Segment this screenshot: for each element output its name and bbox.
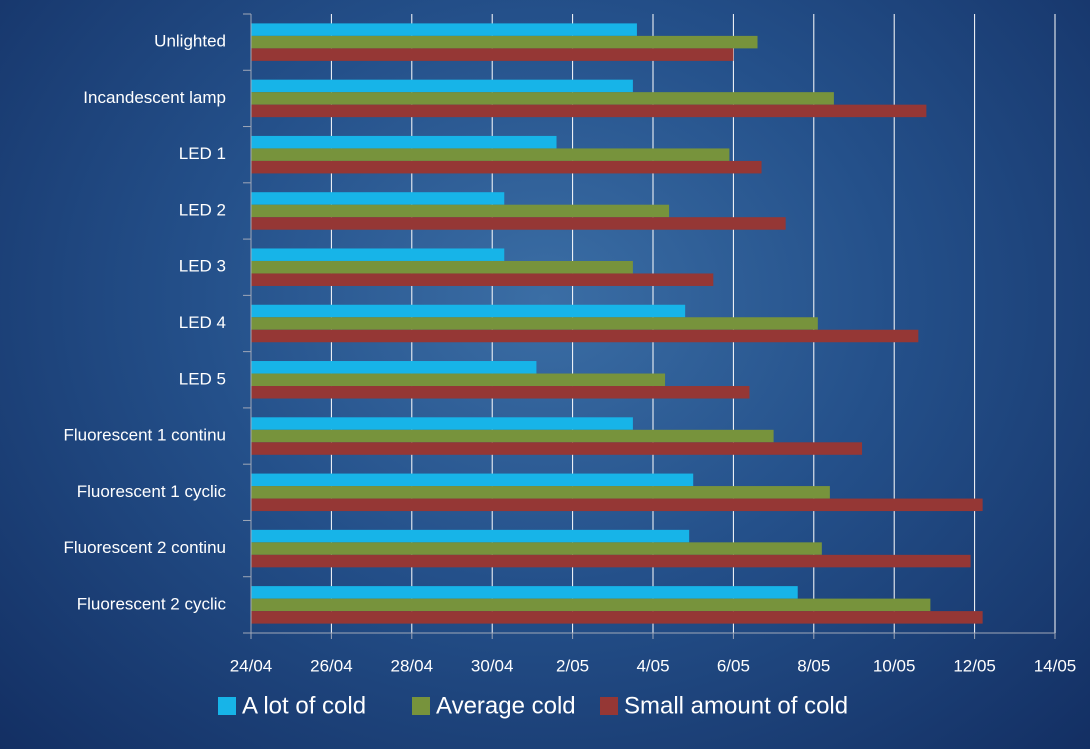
y-tick-label: LED 2 <box>179 200 226 219</box>
bar <box>251 248 505 261</box>
bar <box>251 160 762 174</box>
legend-label: Small amount of cold <box>624 692 848 719</box>
x-tick-label: 6/05 <box>717 656 750 675</box>
bar <box>251 79 633 93</box>
y-tick-label: LED 3 <box>179 257 226 276</box>
bar <box>251 217 786 230</box>
x-tick-label: 14/05 <box>1034 656 1077 675</box>
bar <box>251 498 983 512</box>
bar <box>251 329 919 343</box>
y-tick-label: LED 1 <box>179 144 226 163</box>
legend-label: A lot of cold <box>242 692 366 719</box>
bar <box>251 554 971 568</box>
bar <box>251 386 750 399</box>
bar <box>251 598 931 612</box>
bar <box>251 586 798 599</box>
bar <box>251 135 557 149</box>
y-tick-label: LED 5 <box>179 369 226 388</box>
y-tick-label: Fluorescent 1 continu <box>63 426 226 445</box>
y-tick-label: Incandescent lamp <box>83 88 226 107</box>
bar <box>251 529 690 543</box>
y-tick-label: Fluorescent 2 cyclic <box>77 594 227 613</box>
x-tick-label: 24/04 <box>230 656 273 675</box>
x-tick-label: 26/04 <box>310 656 353 675</box>
legend-swatch <box>600 697 618 715</box>
bar <box>251 48 734 61</box>
bar <box>251 373 666 387</box>
bar <box>251 542 822 555</box>
bar <box>251 442 863 455</box>
bar <box>251 273 714 286</box>
bar <box>251 35 758 49</box>
bar <box>251 473 694 487</box>
bar <box>251 260 633 274</box>
x-tick-label: 10/05 <box>873 656 916 675</box>
y-tick-label: Unlighted <box>154 32 226 51</box>
bar <box>251 486 830 499</box>
bar <box>251 148 730 161</box>
y-tick-label: Fluorescent 2 continu <box>63 538 226 557</box>
x-tick-label: 8/05 <box>797 656 830 675</box>
bar <box>251 417 633 430</box>
bar <box>251 317 818 330</box>
bar <box>251 204 670 218</box>
y-tick-label: LED 4 <box>179 313 226 332</box>
bar <box>251 23 637 36</box>
bar <box>251 304 686 318</box>
legend-swatch <box>218 697 236 715</box>
x-tick-label: 4/05 <box>636 656 669 675</box>
bar <box>251 361 537 374</box>
legend-swatch <box>412 697 430 715</box>
bar <box>251 92 834 105</box>
x-tick-label: 28/04 <box>391 656 434 675</box>
bar <box>251 429 774 443</box>
legend-label: Average cold <box>436 692 576 719</box>
bar <box>251 192 505 205</box>
x-tick-label: 2/05 <box>556 656 589 675</box>
x-tick-label: 30/04 <box>471 656 514 675</box>
bar <box>251 104 927 118</box>
x-tick-label: 12/05 <box>953 656 996 675</box>
y-tick-label: Fluorescent 1 cyclic <box>77 482 227 501</box>
bar <box>251 611 983 624</box>
